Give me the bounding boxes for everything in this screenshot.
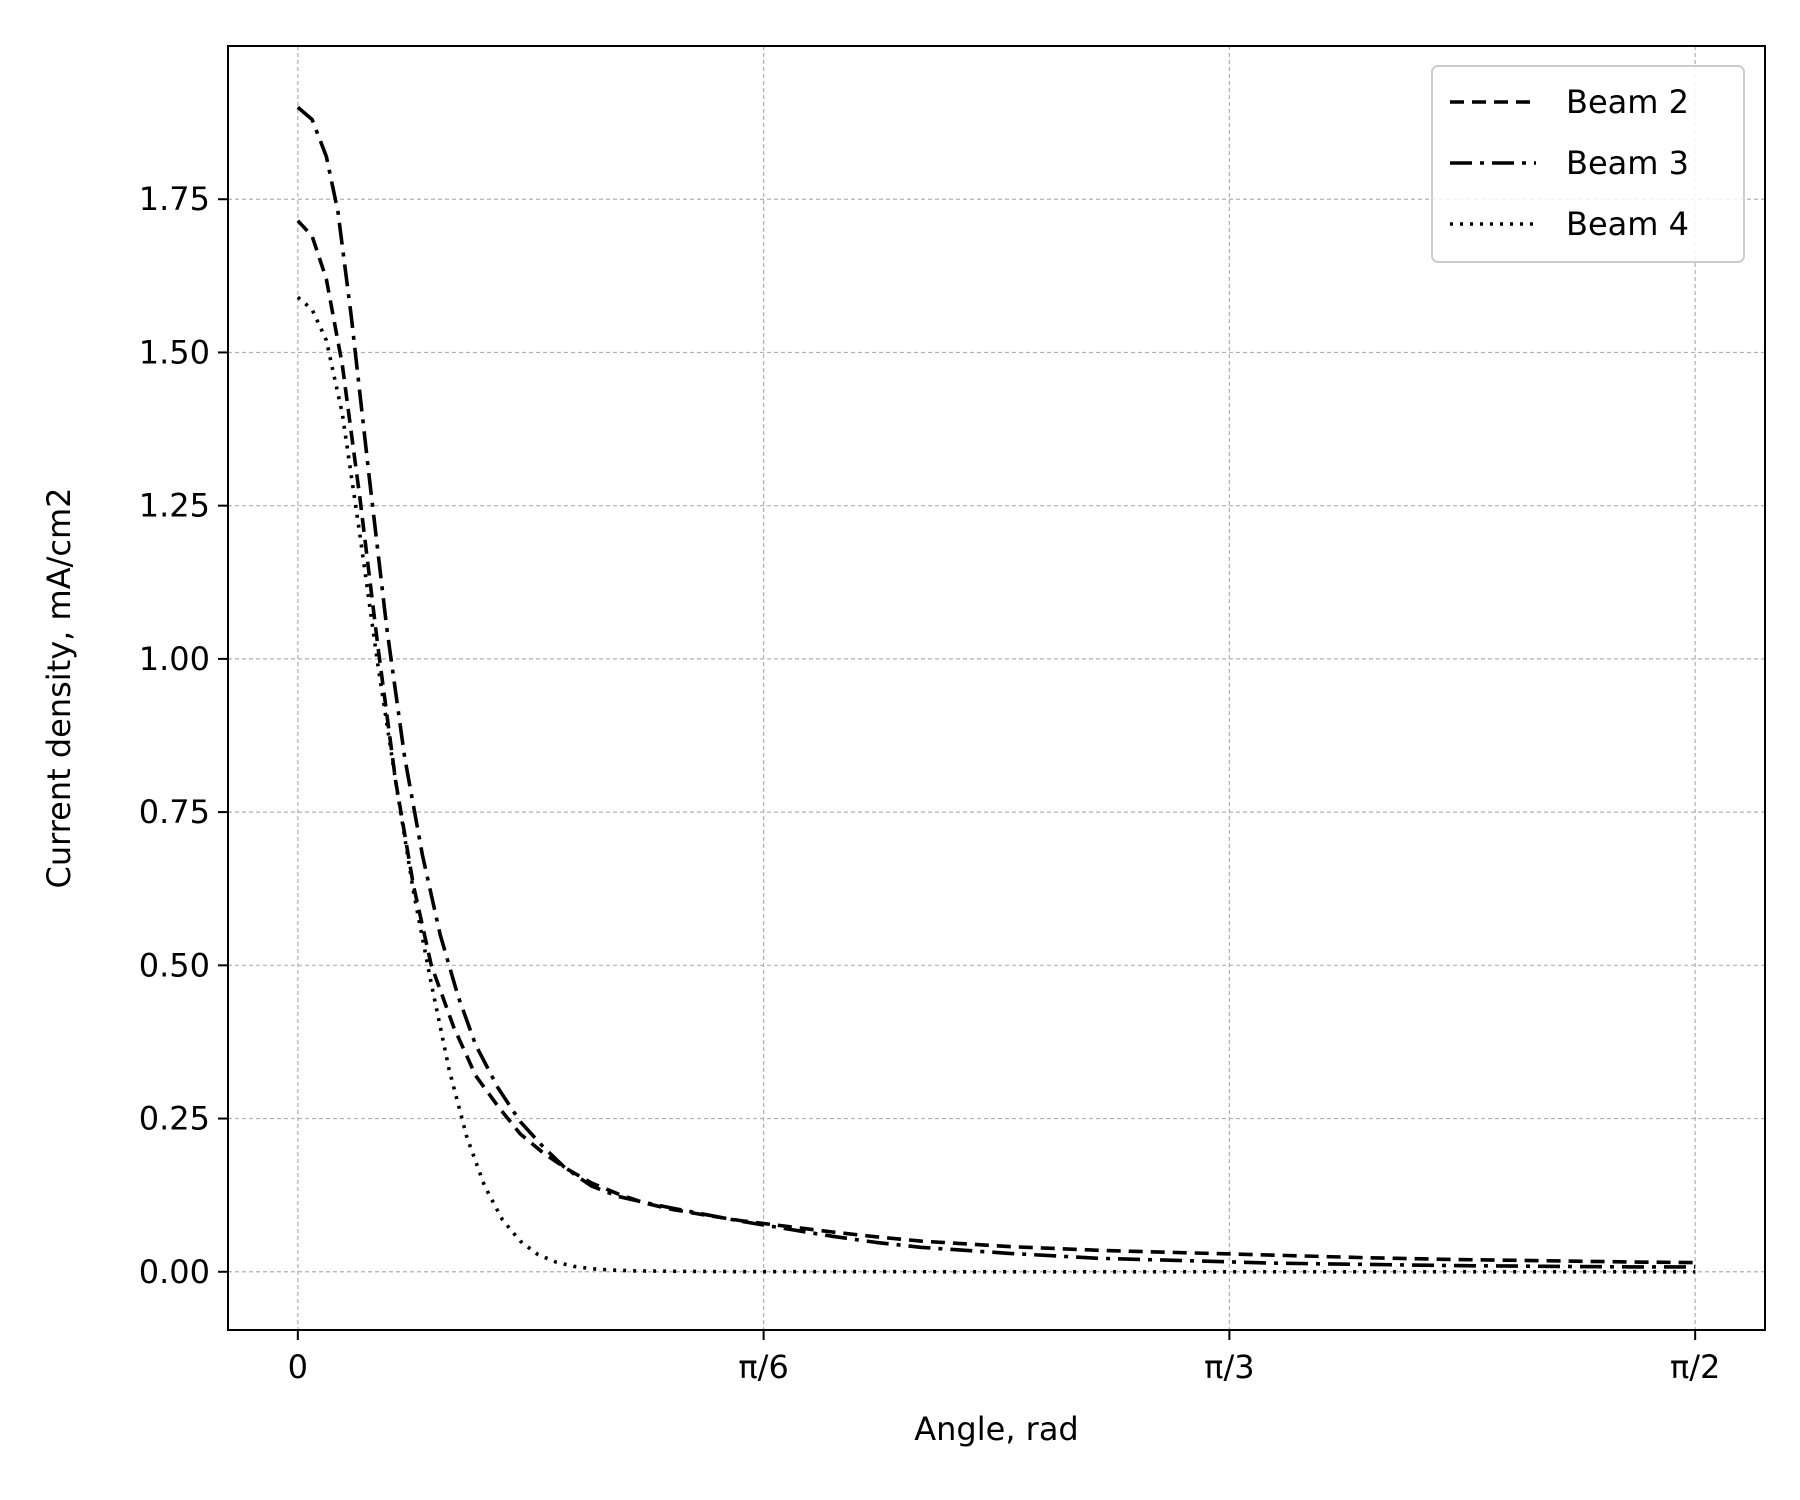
y-tick-label: 1.00 [139,640,210,678]
y-axis-label: Current density, mA/cm2 [40,488,78,889]
x-tick-label: π/2 [1670,1348,1720,1386]
x-tick-label: π/6 [738,1348,788,1386]
legend-label-2: Beam 3 [1566,144,1689,182]
legend-label-1: Beam 2 [1566,83,1689,121]
x-tick-label: 0 [288,1348,308,1386]
ticks: 0 π/6 π/3 π/2 0.00 0.25 0.50 0.75 1.00 1.25 1.50 1.… [139,180,1721,1386]
y-tick-label: 1.25 [139,487,210,525]
x-axis-label: Angle, rad [914,1410,1078,1448]
legend: Beam 2 Beam 3 Beam 4 [1431,65,1745,263]
y-tick-label: 0.00 [139,1253,210,1291]
y-tick-label: 0.25 [139,1100,210,1138]
x-tick-label: π/3 [1204,1348,1254,1386]
legend-label-3: Beam 4 [1566,205,1689,243]
series-line-2 [296,105,1696,1269]
y-tick-label: 0.75 [139,793,210,831]
y-tick-label: 1.75 [139,180,210,218]
series-layer [296,105,1696,1274]
y-tick-label: 0.50 [139,946,210,984]
series-line-3 [296,295,1696,1274]
plot-frame [227,45,1766,1331]
y-tick-label: 1.50 [139,333,210,371]
legend-box [1431,65,1745,263]
